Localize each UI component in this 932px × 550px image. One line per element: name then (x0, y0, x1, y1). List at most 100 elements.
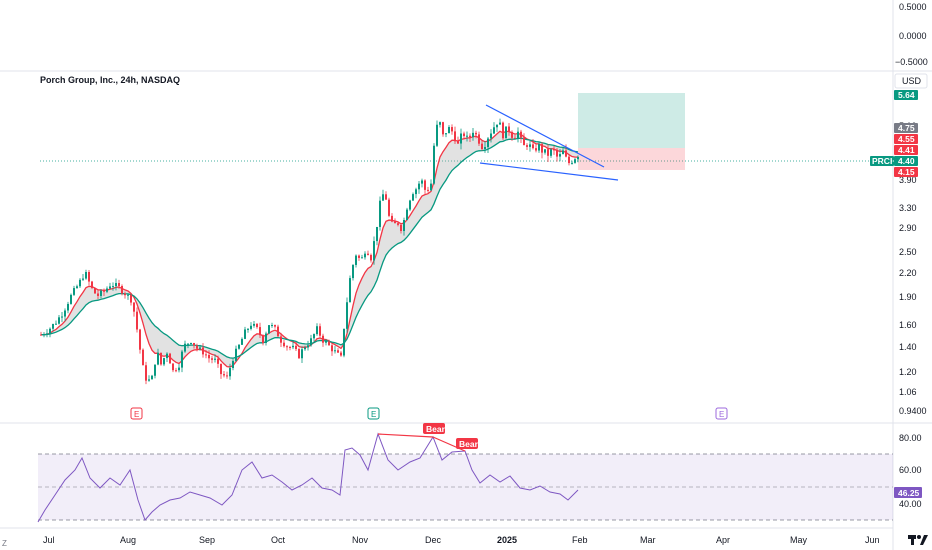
currency-label: USD (902, 76, 922, 86)
candle-body (403, 220, 405, 232)
earnings-marker[interactable]: E (367, 407, 380, 420)
candle-body (574, 159, 576, 163)
candle-body (304, 347, 306, 350)
candle-body (451, 127, 453, 132)
tradingview-logo (908, 535, 928, 545)
candle-body (361, 257, 363, 259)
candle-body (79, 279, 81, 287)
top-pane-tick: 0.0000 (899, 31, 927, 41)
candle-body (436, 124, 438, 146)
candle-body (295, 345, 297, 350)
candle-body (331, 345, 333, 352)
candle-body (409, 200, 411, 210)
candle-body (553, 149, 555, 151)
candle-body (142, 349, 144, 366)
price-tick: 2.20 (899, 268, 917, 278)
ema-fast-line (40, 130, 578, 368)
wedge-lower-line[interactable] (479, 162, 619, 181)
price-tick: 3.30 (899, 203, 917, 213)
candle-body (208, 354, 210, 359)
candle-body (340, 352, 342, 356)
candle-body (166, 353, 168, 359)
candle-body (301, 349, 303, 359)
candle-body (550, 149, 552, 156)
candle-body (223, 374, 225, 376)
ema-slow-line (41, 137, 579, 359)
earnings-marker-label: E (134, 410, 139, 419)
candle-body (307, 345, 309, 348)
candle-body (313, 334, 315, 339)
earnings-marker-label: E (719, 410, 724, 419)
stop-price-label: 4.55 (898, 134, 915, 144)
candle-body (547, 149, 549, 156)
candle-body (406, 209, 408, 221)
candle-body (328, 341, 330, 346)
ema-band-fill (41, 131, 578, 367)
candle-body (265, 333, 267, 343)
candle-body (187, 343, 189, 345)
candle-body (40, 334, 42, 336)
time-tick: Dec (425, 535, 442, 545)
currency-box[interactable] (894, 73, 928, 89)
candle-body (433, 145, 435, 184)
candle-body (169, 353, 171, 364)
position-target-zone[interactable] (578, 93, 685, 148)
candle-body (73, 288, 75, 295)
candle-body (214, 358, 216, 360)
candle-body (133, 302, 135, 312)
candle-body (160, 352, 162, 365)
high-price-label: 4.75 (898, 123, 915, 133)
candle-body (556, 149, 558, 157)
candle-body (379, 200, 381, 227)
candle-body (52, 323, 54, 329)
candle-body (538, 144, 540, 151)
candle-body (490, 133, 492, 139)
candle-body (154, 364, 156, 376)
symbol-tag-label: PRCH (872, 156, 896, 166)
candle-body (256, 323, 258, 328)
price-tick: 1.90 (899, 292, 917, 302)
time-tick: Oct (271, 535, 286, 545)
candle-body (544, 149, 546, 153)
wedge-upper-line[interactable] (485, 104, 605, 168)
candle-body (244, 329, 246, 339)
high-price-tag (894, 123, 918, 133)
candle-body (172, 363, 174, 371)
top-pane-tick: −0.5000 (895, 57, 928, 67)
candle-body (310, 338, 312, 346)
candle-body (439, 122, 441, 125)
time-tick: Mar (640, 535, 656, 545)
candle-body (541, 144, 543, 153)
candle-body (205, 354, 207, 356)
candle-body (259, 327, 261, 336)
time-tick: Aug (120, 535, 136, 545)
candle-body (568, 156, 570, 164)
price-tick: 1.60 (899, 320, 917, 330)
candle-body (163, 358, 165, 365)
earnings-marker[interactable]: E (715, 407, 728, 420)
candle-body (235, 348, 237, 361)
price-tick: 1.20 (899, 367, 917, 377)
candle-body (190, 342, 192, 344)
candle-body (145, 365, 147, 381)
candle-body (499, 122, 501, 125)
candle-body (292, 345, 294, 348)
candle-body (274, 325, 276, 327)
candle-body (442, 122, 444, 135)
candle-body (505, 126, 507, 139)
target-price-tag (894, 90, 918, 100)
bear-divergence-tag (423, 423, 445, 434)
earnings-marker[interactable]: E (130, 407, 143, 420)
earnings-marker-label: E (371, 410, 376, 419)
candle-body (280, 336, 282, 343)
candle-body (286, 346, 288, 348)
candle-body (136, 311, 138, 330)
candle-body (496, 124, 498, 128)
time-tick: Jul (43, 535, 55, 545)
price-tick: 2.50 (899, 247, 917, 257)
position-stop-zone[interactable] (578, 148, 685, 170)
candle-body (565, 150, 567, 157)
target-price-label: 5.64 (898, 90, 915, 100)
candle-body (526, 145, 528, 147)
